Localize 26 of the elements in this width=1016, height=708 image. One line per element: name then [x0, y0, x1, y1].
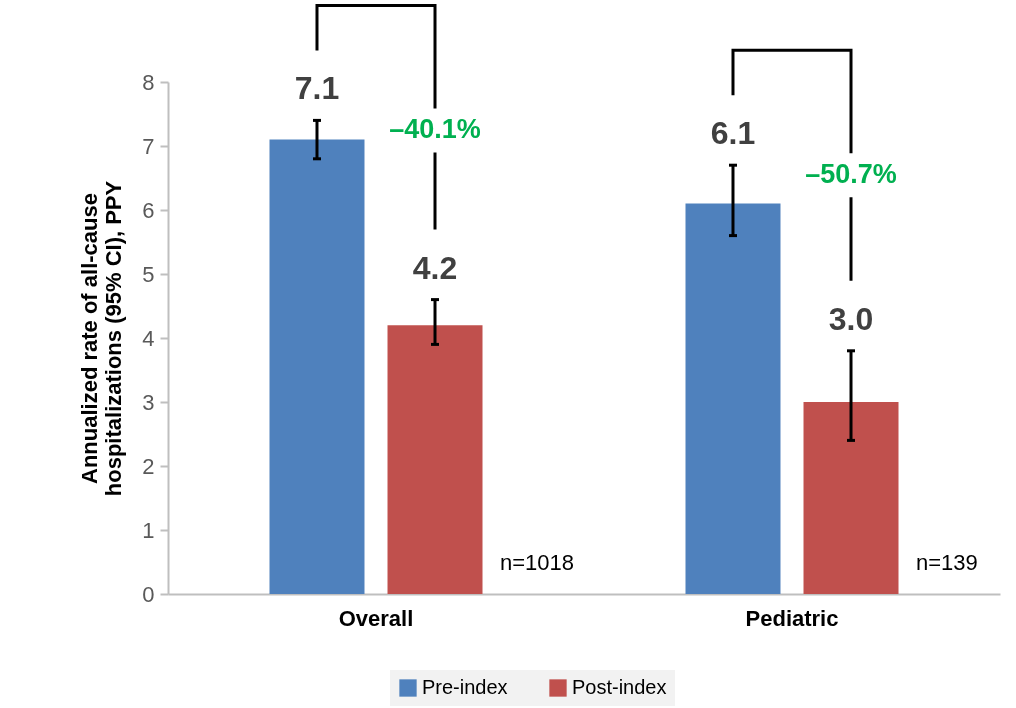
y-tick-label: 2	[142, 453, 155, 479]
y-tick-label: 7	[142, 133, 155, 159]
y-tick-label: 5	[142, 261, 155, 287]
legend-label: Pre-index	[422, 676, 508, 698]
data-label: 4.2	[412, 249, 458, 286]
data-label: 3.0	[828, 300, 874, 337]
x-tick-label: Pediatric	[745, 605, 839, 631]
y-tick-label: 6	[142, 197, 155, 223]
y-tick-label: 3	[142, 389, 155, 415]
y-axis-title: Annualized rate of all-cause hospitalizations (95% CI), PPY	[77, 180, 127, 497]
bar	[685, 203, 781, 594]
x-tick-label: Overall	[338, 605, 414, 631]
y-tick-label: 1	[142, 517, 155, 543]
bar	[387, 325, 483, 594]
data-label: 7.1	[294, 70, 340, 107]
annotation: n=139	[916, 550, 978, 575]
y-tick-label: 0	[142, 581, 155, 607]
data-label: 6.1	[710, 115, 756, 152]
annotation: n=1018	[500, 550, 575, 575]
bar	[269, 139, 365, 594]
bar	[803, 402, 899, 594]
annotation: –50.7%	[805, 159, 897, 190]
y-tick-label: 8	[142, 69, 155, 95]
annotation: –40.1%	[389, 114, 481, 145]
y-tick-label: 4	[142, 325, 155, 351]
legend-label: Post-index	[572, 676, 667, 698]
